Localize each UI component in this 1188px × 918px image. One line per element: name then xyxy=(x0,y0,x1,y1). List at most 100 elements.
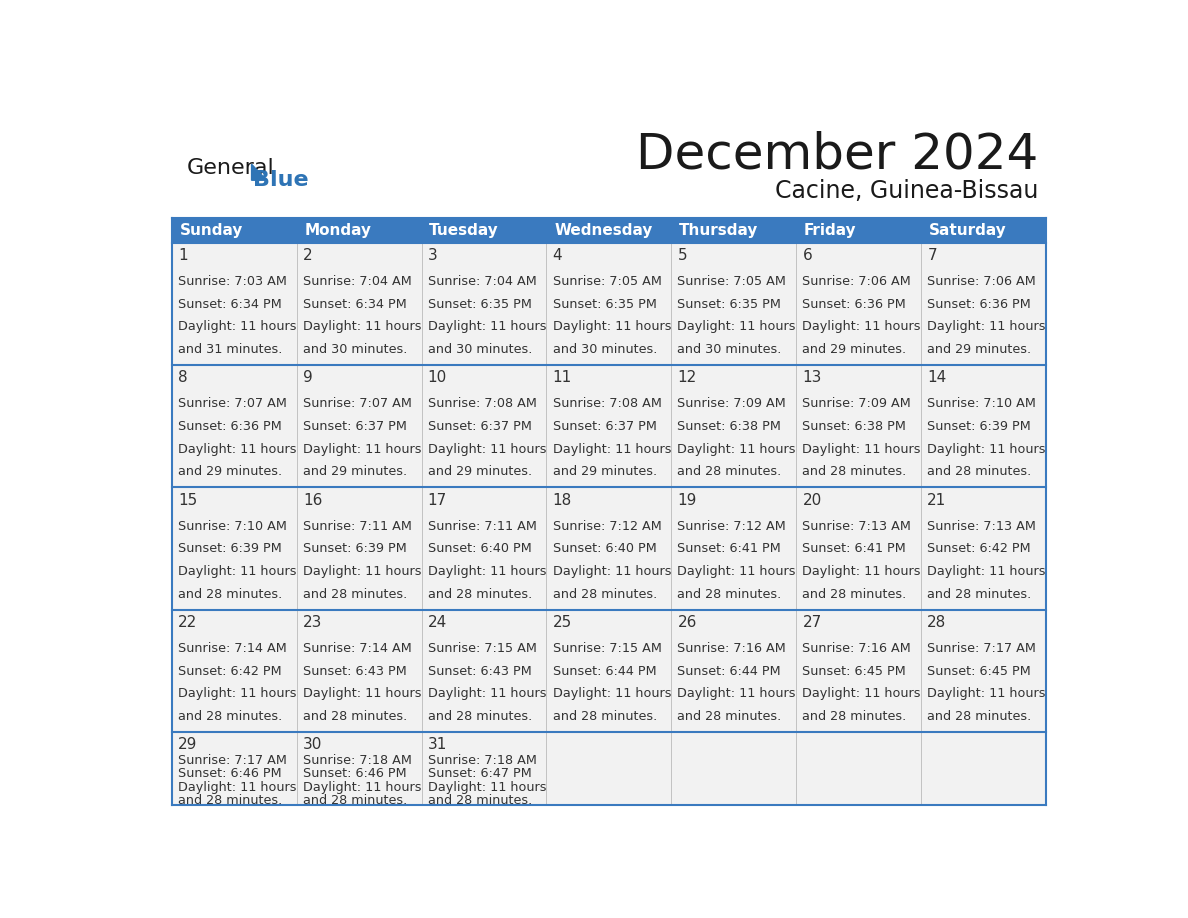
Text: Sunrise: 7:13 AM: Sunrise: 7:13 AM xyxy=(802,520,911,532)
Text: Daylight: 11 hours: Daylight: 11 hours xyxy=(303,565,422,578)
Text: 11: 11 xyxy=(552,370,571,386)
Text: Sunset: 6:41 PM: Sunset: 6:41 PM xyxy=(802,543,906,555)
Text: 14: 14 xyxy=(928,370,947,386)
FancyBboxPatch shape xyxy=(546,732,671,805)
Text: Daylight: 11 hours: Daylight: 11 hours xyxy=(428,688,546,700)
Text: Sunrise: 7:04 AM: Sunrise: 7:04 AM xyxy=(303,274,411,288)
Text: Daylight: 11 hours: Daylight: 11 hours xyxy=(178,780,297,794)
Text: Sunset: 6:46 PM: Sunset: 6:46 PM xyxy=(303,767,406,780)
Text: Daylight: 11 hours: Daylight: 11 hours xyxy=(677,442,796,455)
Text: 9: 9 xyxy=(303,370,312,386)
FancyBboxPatch shape xyxy=(172,610,297,732)
Text: Sunrise: 7:06 AM: Sunrise: 7:06 AM xyxy=(802,274,911,288)
Text: 30: 30 xyxy=(303,737,322,753)
Text: Sunset: 6:43 PM: Sunset: 6:43 PM xyxy=(303,665,406,677)
Text: Sunset: 6:45 PM: Sunset: 6:45 PM xyxy=(802,665,906,677)
Text: Daylight: 11 hours: Daylight: 11 hours xyxy=(802,688,921,700)
Text: Sunset: 6:35 PM: Sunset: 6:35 PM xyxy=(677,297,782,310)
Text: 23: 23 xyxy=(303,615,322,630)
Text: and 28 minutes.: and 28 minutes. xyxy=(303,794,407,807)
FancyBboxPatch shape xyxy=(921,487,1045,610)
FancyBboxPatch shape xyxy=(422,487,546,610)
Text: Sunset: 6:34 PM: Sunset: 6:34 PM xyxy=(178,297,282,310)
Text: 5: 5 xyxy=(677,248,687,263)
Text: and 28 minutes.: and 28 minutes. xyxy=(802,710,906,722)
Text: Wednesday: Wednesday xyxy=(554,223,652,238)
Text: 16: 16 xyxy=(303,493,322,508)
Text: Daylight: 11 hours: Daylight: 11 hours xyxy=(428,780,546,794)
Text: Daylight: 11 hours: Daylight: 11 hours xyxy=(178,320,297,333)
Text: Daylight: 11 hours: Daylight: 11 hours xyxy=(928,688,1045,700)
FancyBboxPatch shape xyxy=(921,732,1045,805)
Polygon shape xyxy=(252,164,266,180)
Text: Blue: Blue xyxy=(253,170,309,190)
Text: Sunset: 6:47 PM: Sunset: 6:47 PM xyxy=(428,767,531,780)
Text: 24: 24 xyxy=(428,615,447,630)
FancyBboxPatch shape xyxy=(172,365,297,487)
Text: and 29 minutes.: and 29 minutes. xyxy=(802,342,906,356)
Text: 7: 7 xyxy=(928,248,937,263)
Text: and 30 minutes.: and 30 minutes. xyxy=(677,342,782,356)
Text: Sunrise: 7:15 AM: Sunrise: 7:15 AM xyxy=(552,642,662,655)
Text: Sunrise: 7:15 AM: Sunrise: 7:15 AM xyxy=(428,642,537,655)
Text: Daylight: 11 hours: Daylight: 11 hours xyxy=(178,442,297,455)
Text: Daylight: 11 hours: Daylight: 11 hours xyxy=(552,320,671,333)
FancyBboxPatch shape xyxy=(172,487,297,610)
Text: 19: 19 xyxy=(677,493,697,508)
FancyBboxPatch shape xyxy=(172,242,297,365)
FancyBboxPatch shape xyxy=(796,487,921,610)
FancyBboxPatch shape xyxy=(671,732,796,805)
Text: Daylight: 11 hours: Daylight: 11 hours xyxy=(677,320,796,333)
Text: Sunrise: 7:03 AM: Sunrise: 7:03 AM xyxy=(178,274,286,288)
Text: Monday: Monday xyxy=(304,223,372,238)
Text: Sunset: 6:44 PM: Sunset: 6:44 PM xyxy=(552,665,656,677)
FancyBboxPatch shape xyxy=(422,242,546,365)
Text: Sunset: 6:43 PM: Sunset: 6:43 PM xyxy=(428,665,531,677)
Text: Sunset: 6:38 PM: Sunset: 6:38 PM xyxy=(802,420,906,433)
FancyBboxPatch shape xyxy=(671,218,796,242)
Text: Sunrise: 7:08 AM: Sunrise: 7:08 AM xyxy=(552,397,662,410)
Text: Daylight: 11 hours: Daylight: 11 hours xyxy=(802,320,921,333)
Text: General: General xyxy=(188,158,274,178)
Text: Sunday: Sunday xyxy=(179,223,242,238)
Text: and 28 minutes.: and 28 minutes. xyxy=(428,588,532,600)
Text: Daylight: 11 hours: Daylight: 11 hours xyxy=(928,320,1045,333)
Text: Tuesday: Tuesday xyxy=(429,223,499,238)
Text: Daylight: 11 hours: Daylight: 11 hours xyxy=(303,442,422,455)
Text: Daylight: 11 hours: Daylight: 11 hours xyxy=(552,442,671,455)
Text: Daylight: 11 hours: Daylight: 11 hours xyxy=(802,565,921,578)
Text: Sunrise: 7:14 AM: Sunrise: 7:14 AM xyxy=(303,642,411,655)
Text: Sunrise: 7:16 AM: Sunrise: 7:16 AM xyxy=(802,642,911,655)
Text: Daylight: 11 hours: Daylight: 11 hours xyxy=(303,320,422,333)
FancyBboxPatch shape xyxy=(297,218,422,242)
Text: Sunset: 6:42 PM: Sunset: 6:42 PM xyxy=(178,665,282,677)
FancyBboxPatch shape xyxy=(546,242,671,365)
Text: 25: 25 xyxy=(552,615,571,630)
Text: Sunset: 6:37 PM: Sunset: 6:37 PM xyxy=(303,420,406,433)
Text: and 28 minutes.: and 28 minutes. xyxy=(677,588,782,600)
Text: and 28 minutes.: and 28 minutes. xyxy=(178,794,283,807)
Text: and 28 minutes.: and 28 minutes. xyxy=(928,588,1031,600)
Text: and 28 minutes.: and 28 minutes. xyxy=(802,465,906,478)
FancyBboxPatch shape xyxy=(297,732,422,805)
FancyBboxPatch shape xyxy=(422,365,546,487)
Text: and 28 minutes.: and 28 minutes. xyxy=(928,710,1031,722)
Text: Sunrise: 7:12 AM: Sunrise: 7:12 AM xyxy=(677,520,786,532)
Text: Sunrise: 7:11 AM: Sunrise: 7:11 AM xyxy=(303,520,412,532)
Text: Sunset: 6:37 PM: Sunset: 6:37 PM xyxy=(552,420,657,433)
Text: Sunrise: 7:17 AM: Sunrise: 7:17 AM xyxy=(928,642,1036,655)
Text: Sunrise: 7:09 AM: Sunrise: 7:09 AM xyxy=(677,397,786,410)
FancyBboxPatch shape xyxy=(671,365,796,487)
Text: Sunset: 6:34 PM: Sunset: 6:34 PM xyxy=(303,297,406,310)
Text: Daylight: 11 hours: Daylight: 11 hours xyxy=(552,565,671,578)
Text: Sunset: 6:40 PM: Sunset: 6:40 PM xyxy=(428,543,531,555)
Text: Daylight: 11 hours: Daylight: 11 hours xyxy=(428,320,546,333)
Text: Sunrise: 7:11 AM: Sunrise: 7:11 AM xyxy=(428,520,537,532)
Text: and 28 minutes.: and 28 minutes. xyxy=(303,588,407,600)
Text: Daylight: 11 hours: Daylight: 11 hours xyxy=(677,688,796,700)
FancyBboxPatch shape xyxy=(422,732,546,805)
Text: Sunrise: 7:07 AM: Sunrise: 7:07 AM xyxy=(303,397,412,410)
Text: Sunrise: 7:13 AM: Sunrise: 7:13 AM xyxy=(928,520,1036,532)
Text: Sunrise: 7:04 AM: Sunrise: 7:04 AM xyxy=(428,274,537,288)
Text: Daylight: 11 hours: Daylight: 11 hours xyxy=(802,442,921,455)
